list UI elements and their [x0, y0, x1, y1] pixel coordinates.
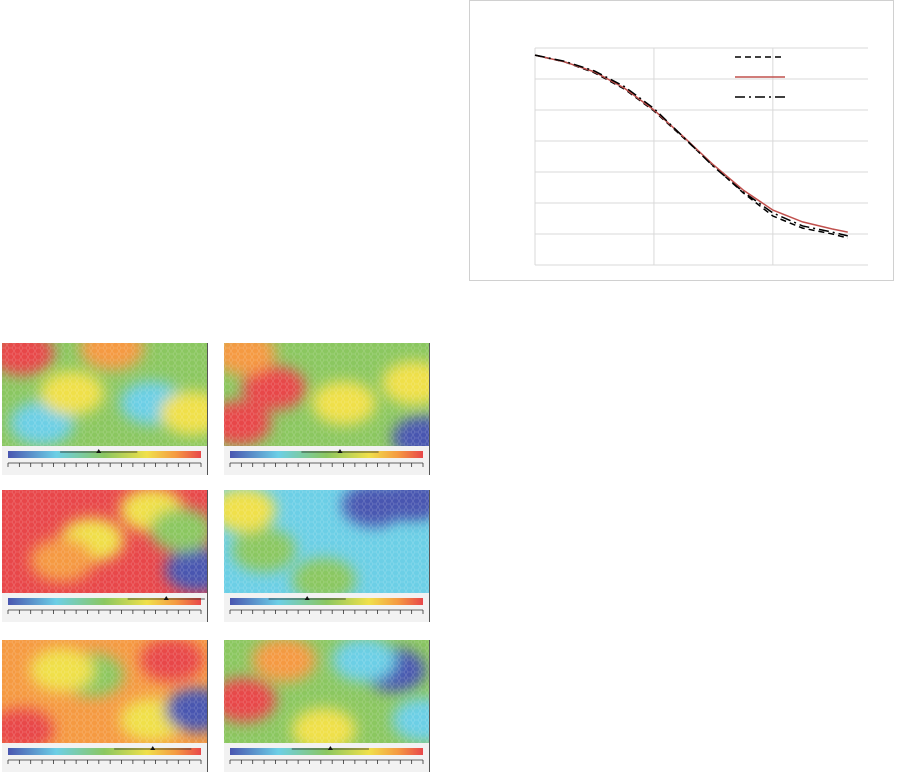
- hex-texture: [2, 490, 207, 593]
- colorbar: [8, 748, 201, 755]
- heatmap-panel: [2, 640, 208, 772]
- heatmap-image: [224, 640, 429, 743]
- heatmap-image: [224, 490, 429, 593]
- heatmap-panel: [224, 640, 430, 772]
- series-line: [534, 54, 848, 237]
- colorbar: [8, 598, 201, 605]
- colorbar-marker: [327, 746, 333, 750]
- heatmap-panel: [224, 490, 430, 622]
- colorbar-marker: [150, 746, 156, 750]
- colorbar-marker: [337, 449, 343, 453]
- heatmap-image: [2, 640, 207, 743]
- hex-texture: [224, 343, 429, 446]
- hex-texture: [224, 490, 429, 593]
- colorbar: [230, 598, 423, 605]
- colorbar-marker: [163, 596, 169, 600]
- colorbar: [230, 451, 423, 458]
- heatmap-panel: [2, 490, 208, 622]
- hex-texture: [224, 640, 429, 743]
- hex-texture: [2, 640, 207, 743]
- heatmap-panel: [224, 343, 430, 475]
- heatmap-image: [2, 490, 207, 593]
- hex-texture: [2, 343, 207, 446]
- heatmap-image: [2, 343, 207, 446]
- line-chart: [534, 47, 868, 266]
- heatmap-panels: [2, 343, 430, 772]
- colorbar-marker: [96, 449, 102, 453]
- heatmap-panel: [2, 343, 208, 475]
- series-line: [534, 54, 848, 233]
- colorbar: [8, 451, 201, 458]
- heatmap-image: [224, 343, 429, 446]
- colorbar-marker: [304, 596, 310, 600]
- colorbar: [230, 748, 423, 755]
